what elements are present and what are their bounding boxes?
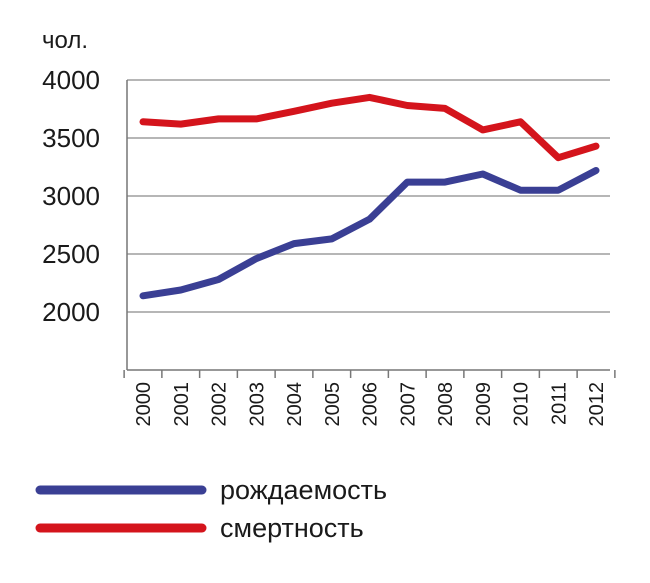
y-tick-label-2000: 2000 (42, 297, 100, 327)
series-lines (139, 93, 600, 300)
legend-label-1: смертность (220, 513, 364, 543)
y-tick-label-3500: 3500 (42, 123, 100, 153)
x-tick-label-2001: 2001 (171, 382, 193, 427)
y-tick-label-4000: 4000 (42, 65, 100, 95)
x-tick-label-2005: 2005 (322, 382, 344, 427)
y-tick-label-3000: 3000 (42, 181, 100, 211)
legend-label-0: рождаемость (220, 475, 387, 505)
x-tick-label-2000: 2000 (133, 382, 155, 427)
x-tick-label-2008: 2008 (435, 382, 457, 427)
x-tick-labels: 2000 2001 2002 2003 2004 2005 2006 2007 2008 2009… (133, 382, 608, 427)
x-tick-label-2010: 2010 (511, 382, 533, 427)
x-tick-label-2003: 2003 (246, 382, 268, 427)
x-tick-label-2007: 2007 (397, 382, 419, 427)
x-tick-label-2011: 2011 (548, 382, 570, 425)
x-tick-label-2012: 2012 (586, 382, 608, 427)
grid-lines (127, 79, 610, 313)
x-tick-label-2009: 2009 (473, 382, 495, 427)
legend: рождаемость смертность (35, 475, 387, 543)
x-tick-label-2004: 2004 (284, 382, 306, 427)
x-tick-marks (123, 370, 616, 378)
y-tick-label-2500: 2500 (42, 239, 100, 269)
series-1-line (139, 167, 600, 300)
x-tick-label-2002: 2002 (209, 382, 231, 427)
series-0-line (139, 93, 600, 162)
y-axis-unit-label: чол. (42, 27, 88, 54)
axes (126, 80, 610, 371)
x-tick-label-2006: 2006 (360, 382, 382, 427)
y-tick-labels: 2000 2500 3000 3500 4000 (42, 65, 100, 327)
